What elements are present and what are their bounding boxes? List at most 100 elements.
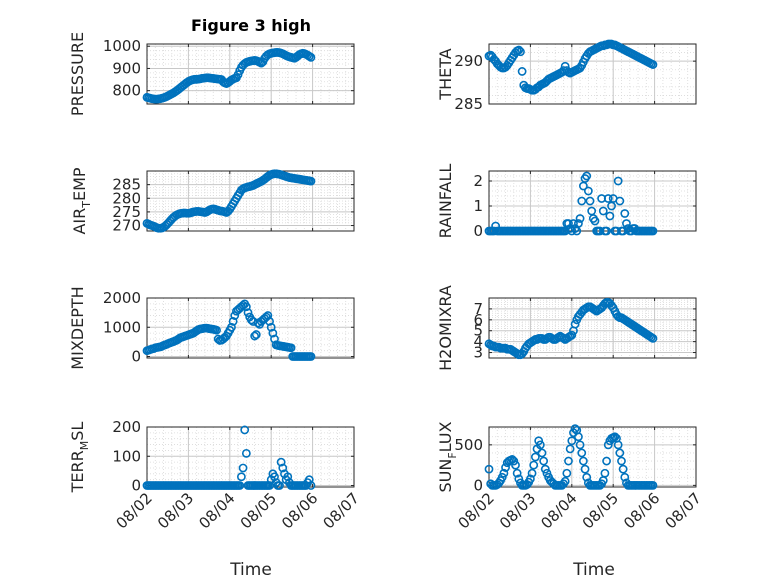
data-point xyxy=(283,472,293,482)
y-axis-label-rest: LUX xyxy=(436,421,455,452)
data-point xyxy=(648,480,658,490)
data-point xyxy=(227,322,236,332)
data-point xyxy=(605,211,615,221)
x-tick-label: 08/03 xyxy=(496,489,539,532)
x-tick-label: 08/07 xyxy=(662,489,705,532)
data-point xyxy=(535,440,545,450)
data-point xyxy=(564,219,573,228)
data-point xyxy=(275,481,284,490)
y-tick-label: 1000 xyxy=(103,318,141,336)
data-point xyxy=(527,468,537,478)
y-axis-label-subscript: F xyxy=(446,452,459,458)
y-axis-label: H2OMIXRA xyxy=(436,285,455,371)
x-axis-label-left: Time xyxy=(229,560,272,580)
y-tick-label: 2 xyxy=(473,172,483,190)
y-tick-label: 800 xyxy=(112,82,141,100)
data-point xyxy=(582,472,592,482)
data-point xyxy=(241,448,251,458)
data-point xyxy=(598,206,608,216)
data-point xyxy=(610,432,620,442)
data-point xyxy=(622,219,631,228)
data-point xyxy=(251,330,261,339)
data-point xyxy=(306,481,316,490)
data-point xyxy=(574,432,583,442)
x-tick-label: 08/03 xyxy=(154,489,197,532)
data-point xyxy=(582,171,592,181)
data-point xyxy=(590,216,600,226)
data-point xyxy=(228,317,238,326)
y-tick-label: 7 xyxy=(473,300,483,318)
panel-5: 0 1000 2000 MIXDEPTH xyxy=(68,286,355,370)
data-point xyxy=(270,472,279,482)
axes-box xyxy=(488,43,697,105)
data-point xyxy=(580,464,590,474)
axes-box xyxy=(488,426,697,488)
data-point xyxy=(235,481,245,490)
data-point xyxy=(570,319,580,329)
data-point xyxy=(577,448,587,458)
x-tick-label: 08/04 xyxy=(195,489,238,532)
data-point xyxy=(276,457,286,467)
x-tick-label: 08/06 xyxy=(620,489,663,532)
y-tick-label: 290 xyxy=(454,52,483,70)
x-tick-label: 08/05 xyxy=(237,489,280,532)
data-point xyxy=(620,209,630,218)
data-point xyxy=(268,328,278,338)
data-point xyxy=(537,448,547,458)
y-axis-label-main: SUN xyxy=(436,459,455,493)
axes-box xyxy=(146,426,355,488)
data-point xyxy=(526,474,535,484)
data-point xyxy=(648,60,658,69)
y-axis-label-main: MIXDEPTH xyxy=(68,286,87,369)
y-axis-label-rest: EMP xyxy=(70,167,89,201)
data-point xyxy=(567,436,577,446)
data-point xyxy=(266,322,276,332)
x-tick-label: 08/06 xyxy=(278,489,321,532)
y-tick-label: 285 xyxy=(112,176,141,194)
data-point xyxy=(542,468,552,478)
data-point xyxy=(534,436,544,446)
data-point xyxy=(306,52,316,62)
y-tick-label: 100 xyxy=(112,447,141,465)
data-point xyxy=(602,226,611,236)
data-point xyxy=(569,219,578,228)
y-axis-label-main: TERR xyxy=(68,450,87,493)
y-axis-label: TERRMSL xyxy=(68,422,91,494)
data-point xyxy=(304,475,314,485)
y-axis-label-main: AIR xyxy=(70,208,89,235)
data-point xyxy=(613,176,623,186)
panel-4: 0 1 2 RAINFALL xyxy=(436,164,697,240)
data-point xyxy=(509,456,519,466)
data-point xyxy=(570,424,580,434)
data-point xyxy=(620,472,630,482)
data-point xyxy=(511,460,520,470)
data-point xyxy=(238,463,248,473)
data-point xyxy=(575,214,585,223)
data-point xyxy=(540,464,550,474)
data-point xyxy=(602,456,611,466)
y-tick-label: 270 xyxy=(112,217,141,235)
data-point xyxy=(243,308,253,318)
data-point xyxy=(617,456,626,466)
data-point xyxy=(516,47,525,57)
data-point xyxy=(618,464,628,474)
data-point xyxy=(499,468,509,478)
data-point xyxy=(484,464,494,474)
data-point xyxy=(286,343,296,353)
y-axis-label-subscript: T xyxy=(80,201,93,209)
data-point xyxy=(613,440,623,450)
data-point xyxy=(564,456,573,466)
y-tick-label: 1 xyxy=(473,197,483,215)
figure-title: Figure 3 high xyxy=(191,16,311,35)
y-tick-label: 900 xyxy=(112,59,141,77)
data-point xyxy=(578,456,588,466)
panel-1: 800 900 1000 PRESSURE xyxy=(68,32,355,116)
data-point xyxy=(585,196,595,206)
data-point xyxy=(648,333,658,343)
